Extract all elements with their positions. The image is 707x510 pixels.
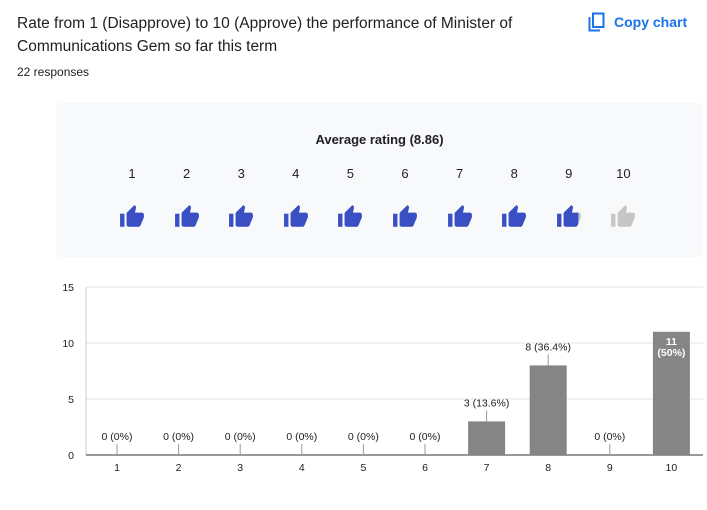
data-label-9: 0 (0%) (594, 431, 625, 443)
rating-column-8: 8 (494, 165, 534, 230)
x-tick-label: 9 (607, 462, 613, 474)
copy-chart-button[interactable]: Copy chart (588, 10, 687, 34)
rating-column-1: 1 (112, 165, 152, 230)
x-tick-label: 4 (299, 462, 305, 474)
rating-scale-label: 7 (455, 166, 464, 181)
thumb-up-icon (229, 205, 254, 227)
bar-10 (652, 331, 690, 455)
rating-scale-label: 4 (292, 166, 300, 181)
y-tick-label: 5 (68, 394, 74, 406)
copy-chart-label: Copy chart (614, 14, 688, 30)
thumb-up-icon (502, 205, 527, 227)
y-tick-label: 0 (68, 450, 74, 462)
rating-scale-label: 1 (128, 166, 136, 181)
x-tick-label: 10 (666, 462, 678, 474)
data-label-8: 8 (36.4%) (525, 341, 571, 353)
rating-column-9: 9 (549, 165, 589, 230)
data-label-6: 0 (0%) (410, 431, 441, 443)
thumb-up-icon (556, 205, 581, 227)
thumb-up-icon (338, 205, 363, 227)
x-tick-label: 7 (484, 462, 490, 474)
rating-scale-label: 5 (346, 166, 354, 181)
data-label-10: 11 (50%) (657, 336, 685, 359)
average-rating-title: Average rating (8.86) (315, 132, 444, 147)
y-tick-label: 15 (62, 282, 74, 294)
data-label-7: 3 (13.6%) (464, 397, 510, 409)
thumb-up-icon (447, 205, 472, 227)
data-label-4: 0 (0%) (286, 431, 317, 443)
question-title: Rate from 1 (Disapprove) to 10 (Approve)… (17, 15, 513, 55)
bar-chart: 0 5 10 15 1 0 (0%) 2 0 (0%) 3 0 (0%) 4 0 (0%) 5 0 (0%… (62, 282, 703, 474)
x-tick-label: 2 (176, 462, 182, 474)
bar-8 (529, 365, 567, 455)
rating-scale-label: 9 (565, 166, 573, 181)
thumb-up-icon (393, 205, 417, 227)
x-tick-label: 1 (114, 462, 120, 474)
rating-column-4: 4 (276, 165, 316, 230)
data-label-2: 0 (0%) (163, 431, 194, 443)
rating-column-6: 6 (385, 165, 425, 230)
data-label-1: 0 (0%) (102, 431, 133, 443)
rating-scale-label: 10 (616, 166, 631, 181)
rating-column-7: 7 (440, 165, 480, 230)
rating-summary-panel: Average rating (8.86) 1 2 3 4 5 6 7 8 9 10 (56, 103, 703, 257)
x-tick-label: 8 (545, 462, 551, 474)
x-tick-label: 3 (237, 462, 243, 474)
thumb-up-icon (174, 205, 199, 227)
thumb-up-icon (120, 205, 144, 227)
rating-column-2: 2 (167, 165, 207, 230)
y-tick-label: 10 (62, 338, 74, 350)
bar-7 (468, 421, 506, 455)
rating-scale-label: 3 (237, 166, 245, 181)
data-label-3: 0 (0%) (225, 431, 256, 443)
rating-scale-label: 6 (401, 166, 409, 181)
rating-scale-label: 2 (182, 166, 191, 181)
copy-icon (588, 12, 606, 32)
rating-column-5: 5 (330, 165, 370, 230)
rating-scale-label: 8 (510, 166, 518, 181)
thumb-up-icon (611, 205, 636, 227)
thumb-up-icon (283, 205, 308, 227)
data-label-5: 0 (0%) (348, 431, 379, 443)
rating-column-10: 10 (603, 165, 643, 230)
rating-column-3: 3 (221, 165, 261, 230)
x-tick-label: 6 (422, 462, 428, 474)
x-tick-label: 5 (360, 462, 366, 474)
response-count: 22 responses (17, 65, 90, 79)
